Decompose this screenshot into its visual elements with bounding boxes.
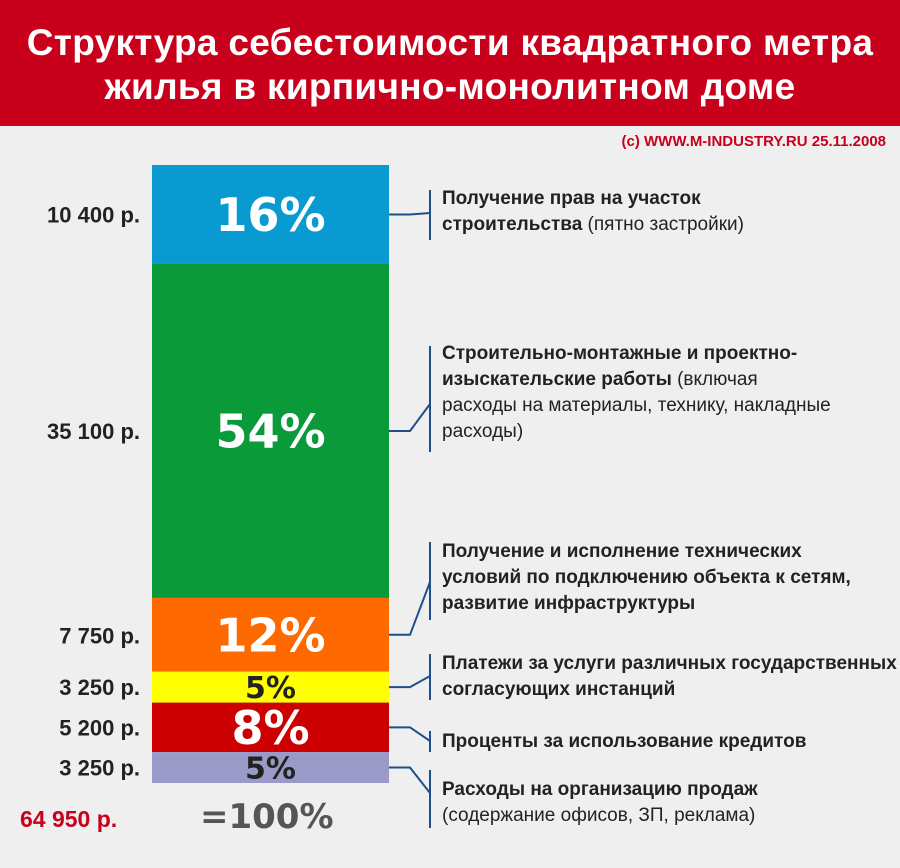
description-note: (пятно застройки) [587, 214, 744, 235]
value-label-utilities: 7 750 р. [59, 624, 140, 649]
segment-description-sales: Расходы на организацию продаж (содержани… [442, 777, 898, 829]
segment-description-land-rights: Получение прав на участок строительства … [442, 186, 812, 238]
bar-segment-land-rights [152, 165, 389, 264]
connector-line-land-rights [389, 212, 431, 216]
percent-label-sales: 5% [245, 751, 296, 786]
percent-label-credit-interest: 8% [231, 701, 309, 755]
bar-segment-sales [152, 752, 389, 783]
bar-segment-construction [152, 263, 389, 598]
source-credit: (с) WWW.M-INDUSTRY.RU 25.11.2008 [621, 133, 887, 150]
description-bold: Расходы на организацию продаж [442, 779, 758, 800]
percent-label-utilities: 12% [215, 608, 325, 662]
description-bold: Получение и исполнение технических услов… [442, 541, 851, 614]
value-label-land-rights: 10 400 р. [47, 202, 140, 227]
segment-description-credit-interest: Проценты за использование кредитов [442, 729, 898, 755]
description-bold: Платежи за услуги различных государствен… [442, 653, 897, 700]
segment-description-utilities: Получение и исполнение технических услов… [442, 539, 852, 617]
bar-segment-credit-interest [152, 702, 389, 753]
percent-label-construction: 54% [215, 405, 325, 459]
title-banner: Структура себестоимости квадратного метр… [0, 0, 900, 126]
bar-segment-government-fees [152, 671, 389, 703]
description-bold: Строительно-монтажные и проектно-изыскат… [442, 343, 798, 390]
description-note: (содержание офисов, ЗП, реклама) [442, 805, 756, 826]
connector-line-utilities [389, 581, 431, 636]
chart-title-line-2: жилья в кирпично-монолитном доме [104, 66, 796, 107]
segment-description-construction: Строительно-монтажные и проектно-изыскат… [442, 341, 832, 445]
connector-line-credit-interest [389, 726, 431, 742]
total-value: 64 950 р. [20, 806, 118, 832]
value-label-sales: 3 250 р. [59, 756, 140, 781]
connector-line-government-fees [389, 675, 431, 689]
segment-description-government-fees: Платежи за услуги различных государствен… [442, 651, 898, 703]
description-bold: Получение прав на участок строительства [442, 188, 701, 235]
description-bold: Проценты за использование кредитов [442, 731, 807, 752]
chart-title-line-1: Структура себестоимости квадратного метр… [26, 22, 874, 63]
connector-line-construction [389, 403, 431, 432]
value-label-construction: 35 100 р. [47, 419, 140, 444]
value-label-credit-interest: 5 200 р. [59, 715, 140, 740]
connector-line-sales [389, 766, 431, 794]
percent-label-land-rights: 16% [215, 188, 325, 242]
value-label-government-fees: 3 250 р. [59, 675, 140, 700]
bar-segment-utilities [152, 597, 389, 672]
percent-label-government-fees: 5% [245, 671, 296, 706]
total-percent: =100% [200, 797, 334, 837]
description-note: (включая расходы на материалы, технику, … [442, 369, 831, 442]
